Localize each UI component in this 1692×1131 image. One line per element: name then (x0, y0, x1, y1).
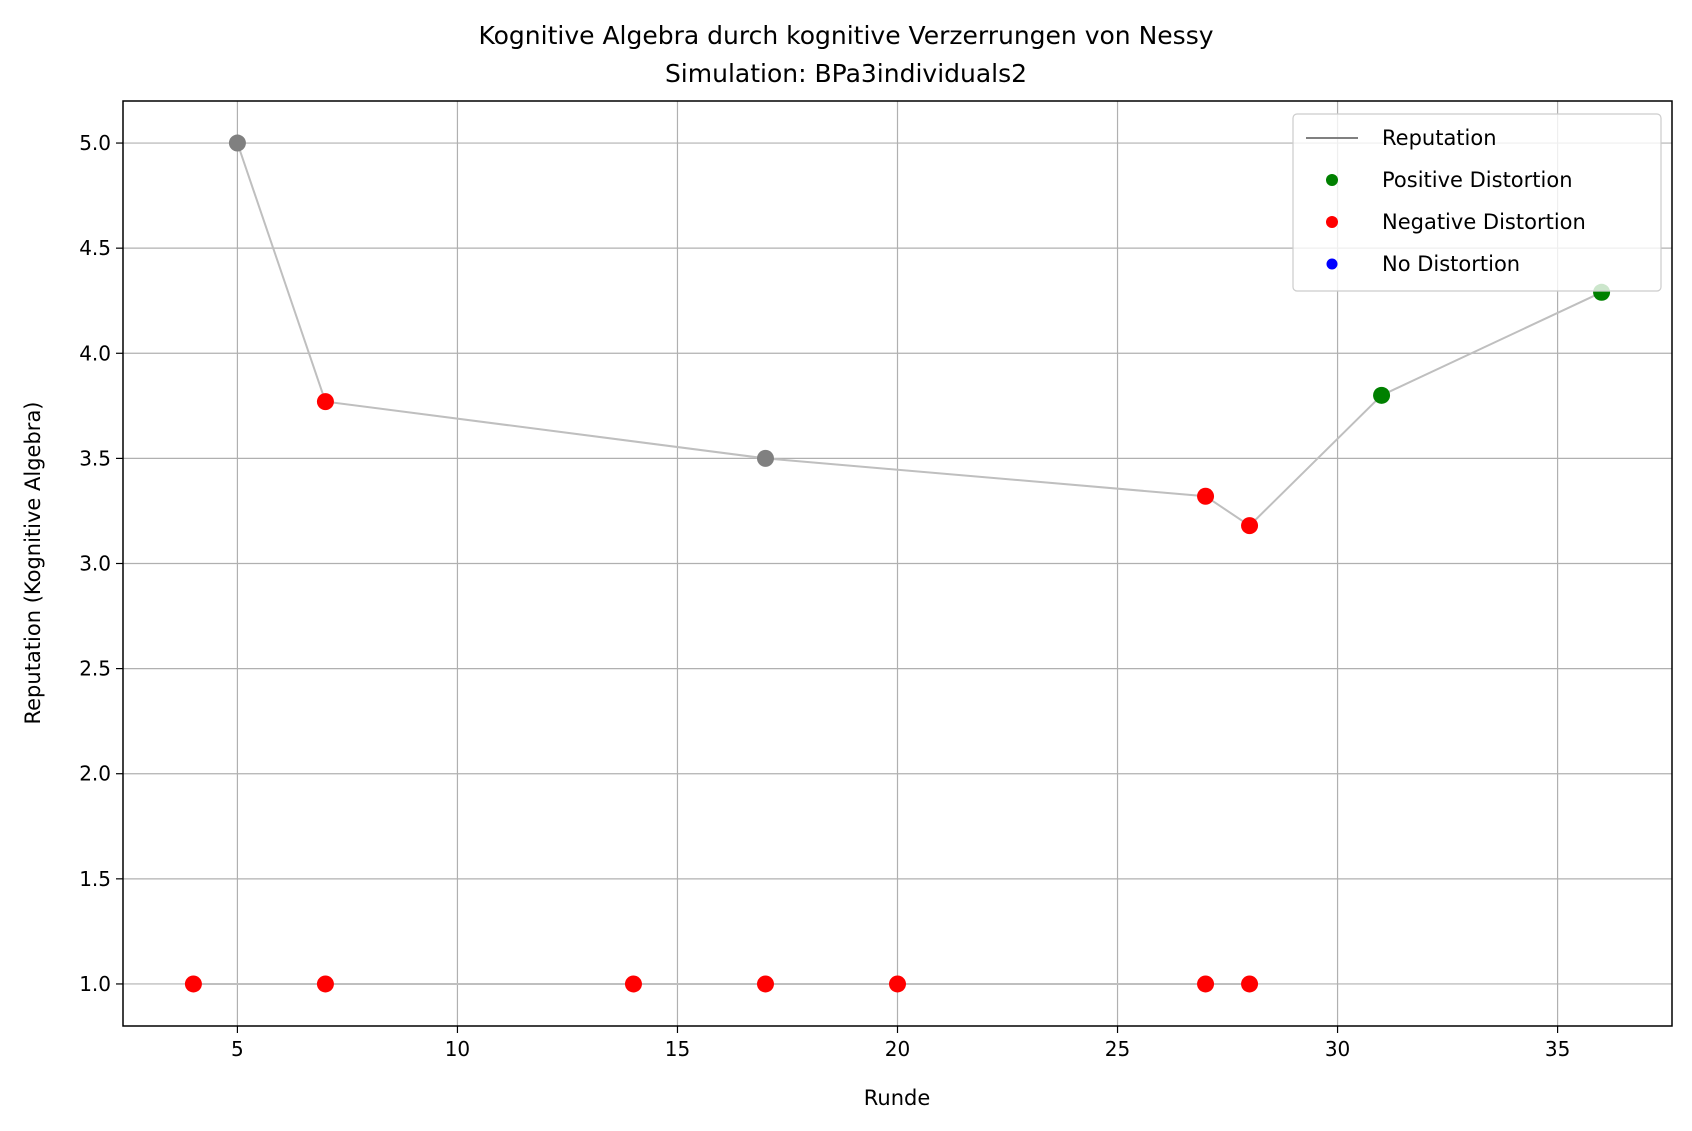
legend-label: No Distortion (1382, 252, 1520, 276)
x-tick-label: 20 (885, 1037, 910, 1061)
legend-box (1292, 113, 1662, 292)
data-point-negative (1197, 487, 1215, 505)
legend-label: Positive Distortion (1382, 168, 1573, 192)
legend-label: Negative Distortion (1382, 210, 1586, 234)
y-tick-label: 1.5 (79, 867, 111, 891)
data-point-negative (1197, 975, 1215, 993)
data-point-negative (316, 393, 334, 411)
data-point-positive (1373, 386, 1391, 404)
data-point-neutral (228, 134, 246, 152)
x-tick-label: 10 (445, 1037, 470, 1061)
legend-marker-none (1326, 258, 1338, 270)
x-tick-label: 35 (1545, 1037, 1570, 1061)
data-point-negative (1241, 517, 1259, 535)
x-tick-label: 5 (231, 1037, 244, 1061)
data-point-negative (1241, 975, 1259, 993)
y-axis-label: Reputation (Kognitive Algebra) (21, 401, 45, 724)
chart-title: Kognitive Algebra durch kognitive Verzer… (478, 21, 1213, 50)
data-point-negative (756, 975, 774, 993)
x-tick-label: 30 (1325, 1037, 1350, 1061)
data-point-negative (184, 975, 202, 993)
y-tick-label: 2.5 (79, 657, 111, 681)
y-tick-label: 4.0 (79, 341, 111, 365)
data-point-negative (316, 975, 334, 993)
data-point-neutral (756, 449, 774, 467)
y-tick-label: 3.5 (79, 446, 111, 470)
chart-subtitle: Simulation: BPa3individuals2 (665, 59, 1027, 88)
x-tick-label: 15 (665, 1037, 690, 1061)
x-axis-label: Runde (864, 1086, 931, 1110)
data-point-negative (624, 975, 642, 993)
y-tick-label: 2.0 (79, 762, 111, 786)
y-tick-label: 3.0 (79, 552, 111, 576)
y-tick-label: 1.0 (79, 972, 111, 996)
x-tick-label: 25 (1105, 1037, 1130, 1061)
legend: Reputation Positive Distortion Negative Di… (1292, 113, 1662, 292)
legend-marker-positive (1326, 174, 1338, 186)
legend-marker-negative (1326, 216, 1338, 228)
legend-label: Reputation (1382, 126, 1497, 150)
data-point-negative (889, 975, 906, 993)
y-tick-label: 4.5 (79, 236, 111, 260)
axis-ticks: 5 10 15 20 25 30 35 1.0 1.5 2.0 2.5 3.0 3.5 4.0 4.5 5.0 (79, 131, 1570, 1061)
y-tick-label: 5.0 (79, 131, 111, 155)
